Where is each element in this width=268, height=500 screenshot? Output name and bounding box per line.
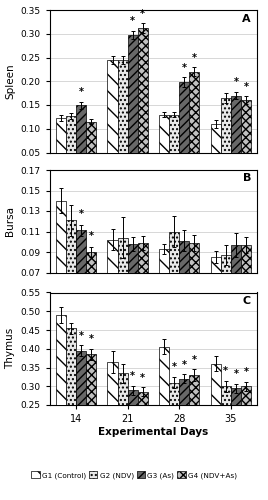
Bar bbox=[66, 328, 76, 499]
Bar bbox=[221, 255, 231, 344]
Bar bbox=[128, 390, 138, 499]
Bar bbox=[179, 379, 189, 499]
Bar bbox=[66, 220, 76, 344]
Bar bbox=[241, 245, 251, 344]
Bar bbox=[86, 252, 96, 344]
Bar bbox=[221, 386, 231, 499]
Bar bbox=[159, 347, 169, 499]
Bar bbox=[169, 232, 179, 344]
Text: *: * bbox=[182, 62, 187, 72]
Y-axis label: Spleen: Spleen bbox=[5, 64, 15, 99]
Bar bbox=[221, 98, 231, 176]
Bar bbox=[76, 230, 86, 344]
Bar bbox=[118, 60, 128, 176]
Bar bbox=[128, 34, 138, 176]
Text: C: C bbox=[243, 296, 251, 306]
Text: *: * bbox=[182, 360, 187, 370]
Bar bbox=[241, 100, 251, 176]
Text: *: * bbox=[130, 16, 135, 26]
Bar bbox=[76, 106, 86, 176]
Bar bbox=[159, 114, 169, 176]
X-axis label: Experimental Days: Experimental Days bbox=[98, 427, 209, 437]
Text: *: * bbox=[192, 355, 197, 365]
Bar bbox=[138, 392, 148, 499]
Bar bbox=[118, 373, 128, 499]
Text: *: * bbox=[79, 209, 84, 219]
Y-axis label: Bursa: Bursa bbox=[5, 206, 15, 236]
Bar bbox=[107, 362, 118, 499]
Bar bbox=[76, 350, 86, 499]
Legend: G1 (Control), G2 (NDV), G3 (As), G4 (NDV+As): G1 (Control), G2 (NDV), G3 (As), G4 (NDV… bbox=[31, 472, 237, 478]
Text: *: * bbox=[79, 88, 84, 98]
Text: *: * bbox=[243, 367, 248, 377]
Bar bbox=[107, 240, 118, 344]
Bar bbox=[179, 82, 189, 176]
Bar bbox=[128, 244, 138, 344]
Text: *: * bbox=[233, 77, 238, 87]
Text: *: * bbox=[89, 334, 94, 344]
Text: *: * bbox=[130, 371, 135, 381]
Bar bbox=[138, 28, 148, 176]
Bar bbox=[169, 114, 179, 176]
Bar bbox=[169, 382, 179, 499]
Bar bbox=[56, 200, 66, 344]
Y-axis label: Thymus: Thymus bbox=[5, 328, 15, 370]
Text: A: A bbox=[243, 14, 251, 24]
Bar bbox=[211, 257, 221, 344]
Bar bbox=[159, 249, 169, 344]
Text: *: * bbox=[79, 330, 84, 340]
Text: *: * bbox=[192, 52, 197, 62]
Bar bbox=[241, 386, 251, 499]
Bar bbox=[86, 122, 96, 176]
Text: *: * bbox=[172, 362, 177, 372]
Text: *: * bbox=[140, 373, 145, 383]
Text: *: * bbox=[233, 369, 238, 379]
Bar bbox=[211, 364, 221, 499]
Text: *: * bbox=[140, 8, 145, 18]
Bar bbox=[189, 72, 199, 176]
Bar bbox=[138, 243, 148, 344]
Bar bbox=[189, 375, 199, 499]
Bar bbox=[231, 388, 241, 499]
Text: B: B bbox=[243, 173, 251, 183]
Bar bbox=[189, 243, 199, 344]
Bar bbox=[118, 238, 128, 344]
Bar bbox=[56, 315, 66, 499]
Bar bbox=[56, 118, 66, 176]
Text: *: * bbox=[243, 82, 248, 92]
Bar bbox=[179, 240, 189, 344]
Bar bbox=[231, 96, 241, 176]
Text: *: * bbox=[223, 366, 228, 376]
Bar bbox=[107, 60, 118, 176]
Bar bbox=[211, 124, 221, 176]
Bar bbox=[66, 116, 76, 176]
Bar bbox=[231, 245, 241, 344]
Bar bbox=[86, 354, 96, 499]
Text: *: * bbox=[89, 230, 94, 240]
